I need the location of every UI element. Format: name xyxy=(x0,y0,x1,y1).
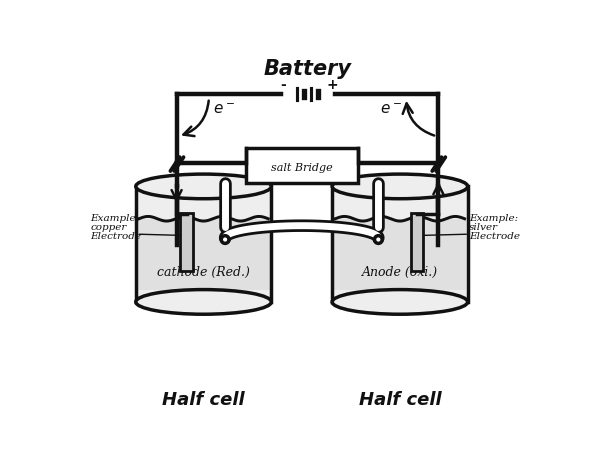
Text: $e^-$: $e^-$ xyxy=(214,102,235,117)
Text: +: + xyxy=(315,162,332,181)
Text: -: - xyxy=(280,78,286,92)
Bar xyxy=(136,186,271,302)
Text: $e^-$: $e^-$ xyxy=(179,188,202,203)
Text: salt Bridge: salt Bridge xyxy=(271,163,332,174)
Text: $e^-$: $e^-$ xyxy=(413,188,436,203)
Text: copper: copper xyxy=(91,223,127,232)
Text: Battery: Battery xyxy=(263,60,352,79)
Circle shape xyxy=(221,236,229,243)
Ellipse shape xyxy=(332,174,467,199)
Bar xyxy=(137,219,270,289)
Ellipse shape xyxy=(136,174,271,199)
Bar xyxy=(334,219,466,289)
Text: Example:: Example: xyxy=(91,213,139,223)
Text: cathode (Red.): cathode (Red.) xyxy=(157,266,250,279)
Bar xyxy=(332,186,467,302)
Text: +: + xyxy=(326,78,338,92)
Ellipse shape xyxy=(332,289,467,314)
Text: Half cell: Half cell xyxy=(359,392,441,409)
Text: Electrode: Electrode xyxy=(91,232,142,241)
Text: Voltmeter: Voltmeter xyxy=(274,152,329,163)
Text: Half cell: Half cell xyxy=(162,392,245,409)
Text: -: - xyxy=(276,162,284,181)
Text: Anode (oxi.): Anode (oxi.) xyxy=(362,266,438,279)
Text: silver: silver xyxy=(469,223,499,232)
Bar xyxy=(410,212,423,271)
Bar xyxy=(181,212,193,271)
Text: Example:: Example: xyxy=(469,213,518,223)
Text: $e^-$: $e^-$ xyxy=(380,102,401,117)
Circle shape xyxy=(374,236,382,243)
Ellipse shape xyxy=(136,289,271,314)
Text: Electrode: Electrode xyxy=(469,232,520,241)
Bar xyxy=(246,148,358,182)
